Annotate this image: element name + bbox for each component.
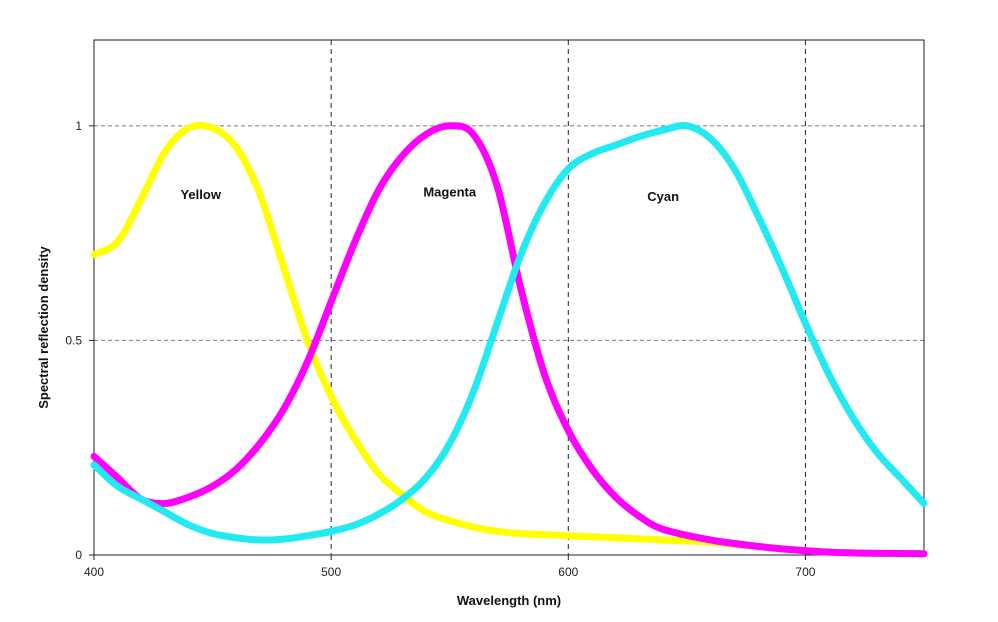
y-tick-label: 1 [75, 119, 82, 133]
y-tick-label: 0.5 [65, 333, 82, 347]
plot-area-frame [93, 39, 925, 556]
x-tick-label: 500 [321, 565, 341, 579]
grid-lines [94, 40, 924, 555]
series-line-cyan [90, 122, 928, 544]
series-label-yellow: Yellow [180, 187, 221, 202]
y-tick-label: 0 [75, 548, 82, 562]
series-label-magenta: Magenta [423, 185, 477, 200]
data-curves [90, 121, 928, 558]
axis-ticks: 400 500 600 700 0 0.5 1 [65, 119, 815, 579]
y-axis-title: Spectral reflection density [36, 245, 51, 408]
x-tick-label: 400 [84, 565, 104, 579]
series-labels: Yellow Magenta Cyan [180, 185, 679, 204]
series-line-magenta [90, 122, 928, 558]
x-tick-label: 700 [795, 565, 815, 579]
series-label-cyan: Cyan [647, 189, 679, 204]
x-tick-label: 600 [558, 565, 578, 579]
x-axis-title: Wavelength (nm) [457, 593, 561, 608]
